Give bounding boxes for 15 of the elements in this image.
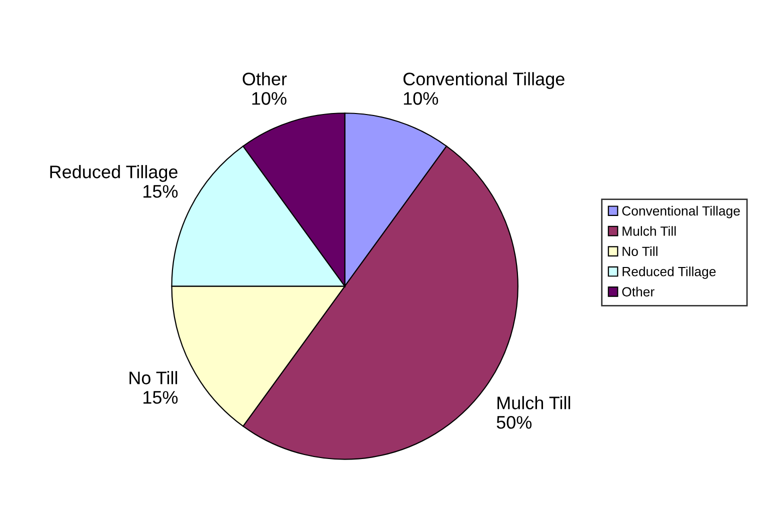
slice-label: Conventional Tillage — [403, 72, 564, 89]
legend-label: Conventional Tillage — [622, 206, 740, 218]
data-label: 50% — [496, 416, 532, 429]
legend-label: No Till — [622, 246, 658, 256]
data-label: 10% — [404, 92, 438, 105]
legend-label: Other — [622, 286, 654, 296]
data-label: 15% — [144, 185, 178, 198]
legend-label: Mulch Till — [622, 226, 676, 236]
slice-label: Reduced Tillage — [50, 165, 178, 182]
slice-label: Other — [242, 72, 287, 86]
data-label: 10% — [252, 92, 286, 105]
legend-label: Reduced Tillage — [622, 266, 716, 279]
slice-label: Mulch Till — [498, 396, 570, 410]
data-label: 15% — [144, 391, 178, 404]
slice-label: No Till — [130, 371, 178, 384]
